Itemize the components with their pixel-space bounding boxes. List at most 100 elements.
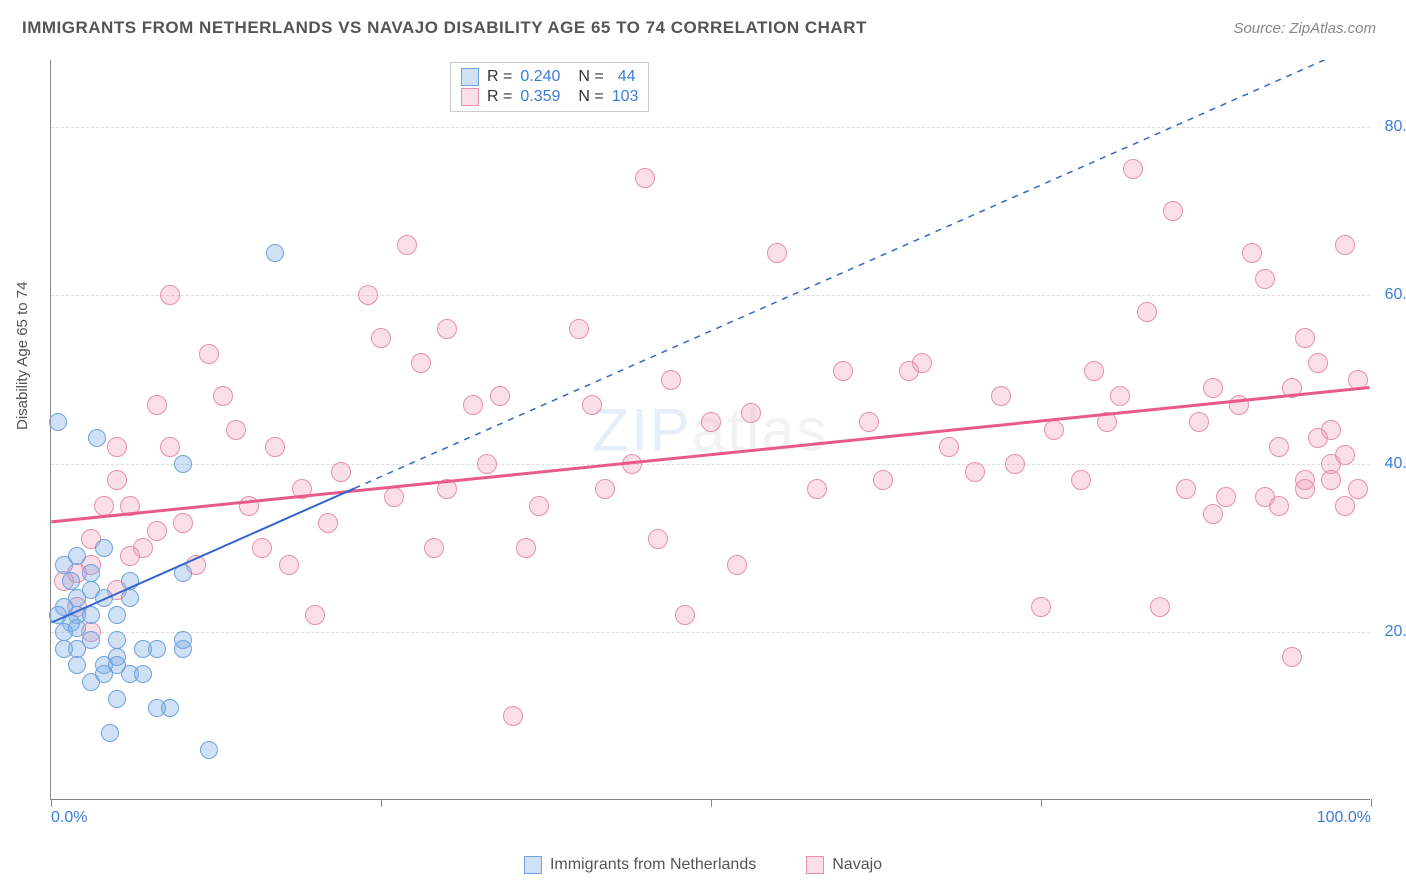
- swatch-pink: [461, 88, 479, 106]
- scatter-point-blue: [108, 690, 126, 708]
- scatter-point-pink: [859, 412, 879, 432]
- scatter-point-pink: [1097, 412, 1117, 432]
- scatter-point-pink: [1282, 647, 1302, 667]
- scatter-point-pink: [582, 395, 602, 415]
- scatter-point-pink: [675, 605, 695, 625]
- scatter-point-pink: [1282, 378, 1302, 398]
- xtick-label: 100.0%: [1317, 809, 1371, 827]
- scatter-point-pink: [239, 496, 259, 516]
- scatter-point-blue: [200, 741, 218, 759]
- series-label-blue: Immigrants from Netherlands: [550, 856, 756, 874]
- r-label: R =: [487, 68, 512, 86]
- scatter-point-pink: [477, 454, 497, 474]
- scatter-point-blue: [62, 572, 80, 590]
- scatter-point-pink: [767, 243, 787, 263]
- scatter-point-pink: [1295, 328, 1315, 348]
- scatter-point-pink: [991, 386, 1011, 406]
- scatter-point-pink: [1176, 479, 1196, 499]
- scatter-point-pink: [199, 344, 219, 364]
- scatter-point-pink: [1031, 597, 1051, 617]
- scatter-point-pink: [358, 285, 378, 305]
- scatter-point-blue: [121, 572, 139, 590]
- scatter-point-blue: [121, 589, 139, 607]
- scatter-point-blue: [174, 631, 192, 649]
- scatter-point-blue: [266, 244, 284, 262]
- scatter-point-blue: [88, 429, 106, 447]
- scatter-point-pink: [397, 235, 417, 255]
- swatch-blue: [524, 856, 542, 874]
- scatter-point-pink: [292, 479, 312, 499]
- scatter-point-pink: [648, 529, 668, 549]
- scatter-point-blue: [101, 724, 119, 742]
- scatter-point-pink: [1071, 470, 1091, 490]
- scatter-point-pink: [490, 386, 510, 406]
- scatter-point-pink: [1269, 496, 1289, 516]
- scatter-point-pink: [107, 437, 127, 457]
- scatter-point-pink: [1123, 159, 1143, 179]
- scatter-point-pink: [595, 479, 615, 499]
- gridline-h: [51, 295, 1370, 296]
- scatter-point-pink: [1348, 370, 1368, 390]
- gridline-h: [51, 464, 1370, 465]
- scatter-point-pink: [1189, 412, 1209, 432]
- scatter-point-pink: [1229, 395, 1249, 415]
- source-label: Source: ZipAtlas.com: [1233, 20, 1376, 37]
- scatter-point-pink: [529, 496, 549, 516]
- scatter-point-pink: [727, 555, 747, 575]
- scatter-point-pink: [147, 395, 167, 415]
- scatter-point-pink: [265, 437, 285, 457]
- scatter-point-pink: [318, 513, 338, 533]
- correlation-legend: R = 0.240 N = 44 R = 0.359 N = 103: [450, 62, 649, 112]
- scatter-point-pink: [1308, 353, 1328, 373]
- ytick-label: 20.0%: [1385, 623, 1406, 641]
- scatter-point-blue: [49, 606, 67, 624]
- scatter-point-pink: [424, 538, 444, 558]
- scatter-point-pink: [120, 546, 140, 566]
- scatter-point-pink: [1005, 454, 1025, 474]
- scatter-point-blue: [68, 656, 86, 674]
- scatter-point-pink: [661, 370, 681, 390]
- scatter-point-pink: [226, 420, 246, 440]
- scatter-point-pink: [1084, 361, 1104, 381]
- scatter-point-pink: [1255, 269, 1275, 289]
- scatter-point-pink: [1295, 470, 1315, 490]
- xtick-mark: [381, 799, 382, 807]
- scatter-point-pink: [371, 328, 391, 348]
- scatter-point-blue: [49, 413, 67, 431]
- scatter-point-pink: [1335, 235, 1355, 255]
- scatter-point-blue: [174, 564, 192, 582]
- scatter-point-pink: [741, 403, 761, 423]
- scatter-point-pink: [701, 412, 721, 432]
- swatch-blue: [461, 68, 479, 86]
- chart-title: IMMIGRANTS FROM NETHERLANDS VS NAVAJO DI…: [22, 18, 867, 38]
- scatter-point-pink: [1242, 243, 1262, 263]
- n-value-pink: 103: [612, 88, 639, 106]
- scatter-point-pink: [1348, 479, 1368, 499]
- scatter-point-pink: [1203, 378, 1223, 398]
- scatter-point-pink: [1150, 597, 1170, 617]
- n-value-blue: 44: [618, 68, 636, 86]
- y-axis-label: Disability Age 65 to 74: [14, 282, 31, 430]
- scatter-point-pink: [635, 168, 655, 188]
- scatter-point-blue: [82, 606, 100, 624]
- scatter-point-pink: [1269, 437, 1289, 457]
- scatter-point-pink: [807, 479, 827, 499]
- scatter-point-pink: [173, 513, 193, 533]
- scatter-point-blue: [148, 640, 166, 658]
- scatter-point-pink: [1044, 420, 1064, 440]
- scatter-point-pink: [912, 353, 932, 373]
- xtick-label: 0.0%: [51, 809, 87, 827]
- scatter-point-pink: [1137, 302, 1157, 322]
- scatter-point-pink: [384, 487, 404, 507]
- scatter-point-pink: [939, 437, 959, 457]
- scatter-point-pink: [622, 454, 642, 474]
- scatter-point-pink: [305, 605, 325, 625]
- scatter-point-pink: [331, 462, 351, 482]
- scatter-point-pink: [873, 470, 893, 490]
- scatter-point-blue: [95, 589, 113, 607]
- ytick-label: 80.0%: [1385, 118, 1406, 136]
- r-value-pink: 0.359: [520, 88, 560, 106]
- scatter-point-blue: [82, 564, 100, 582]
- scatter-point-pink: [1335, 496, 1355, 516]
- ytick-label: 40.0%: [1385, 455, 1406, 473]
